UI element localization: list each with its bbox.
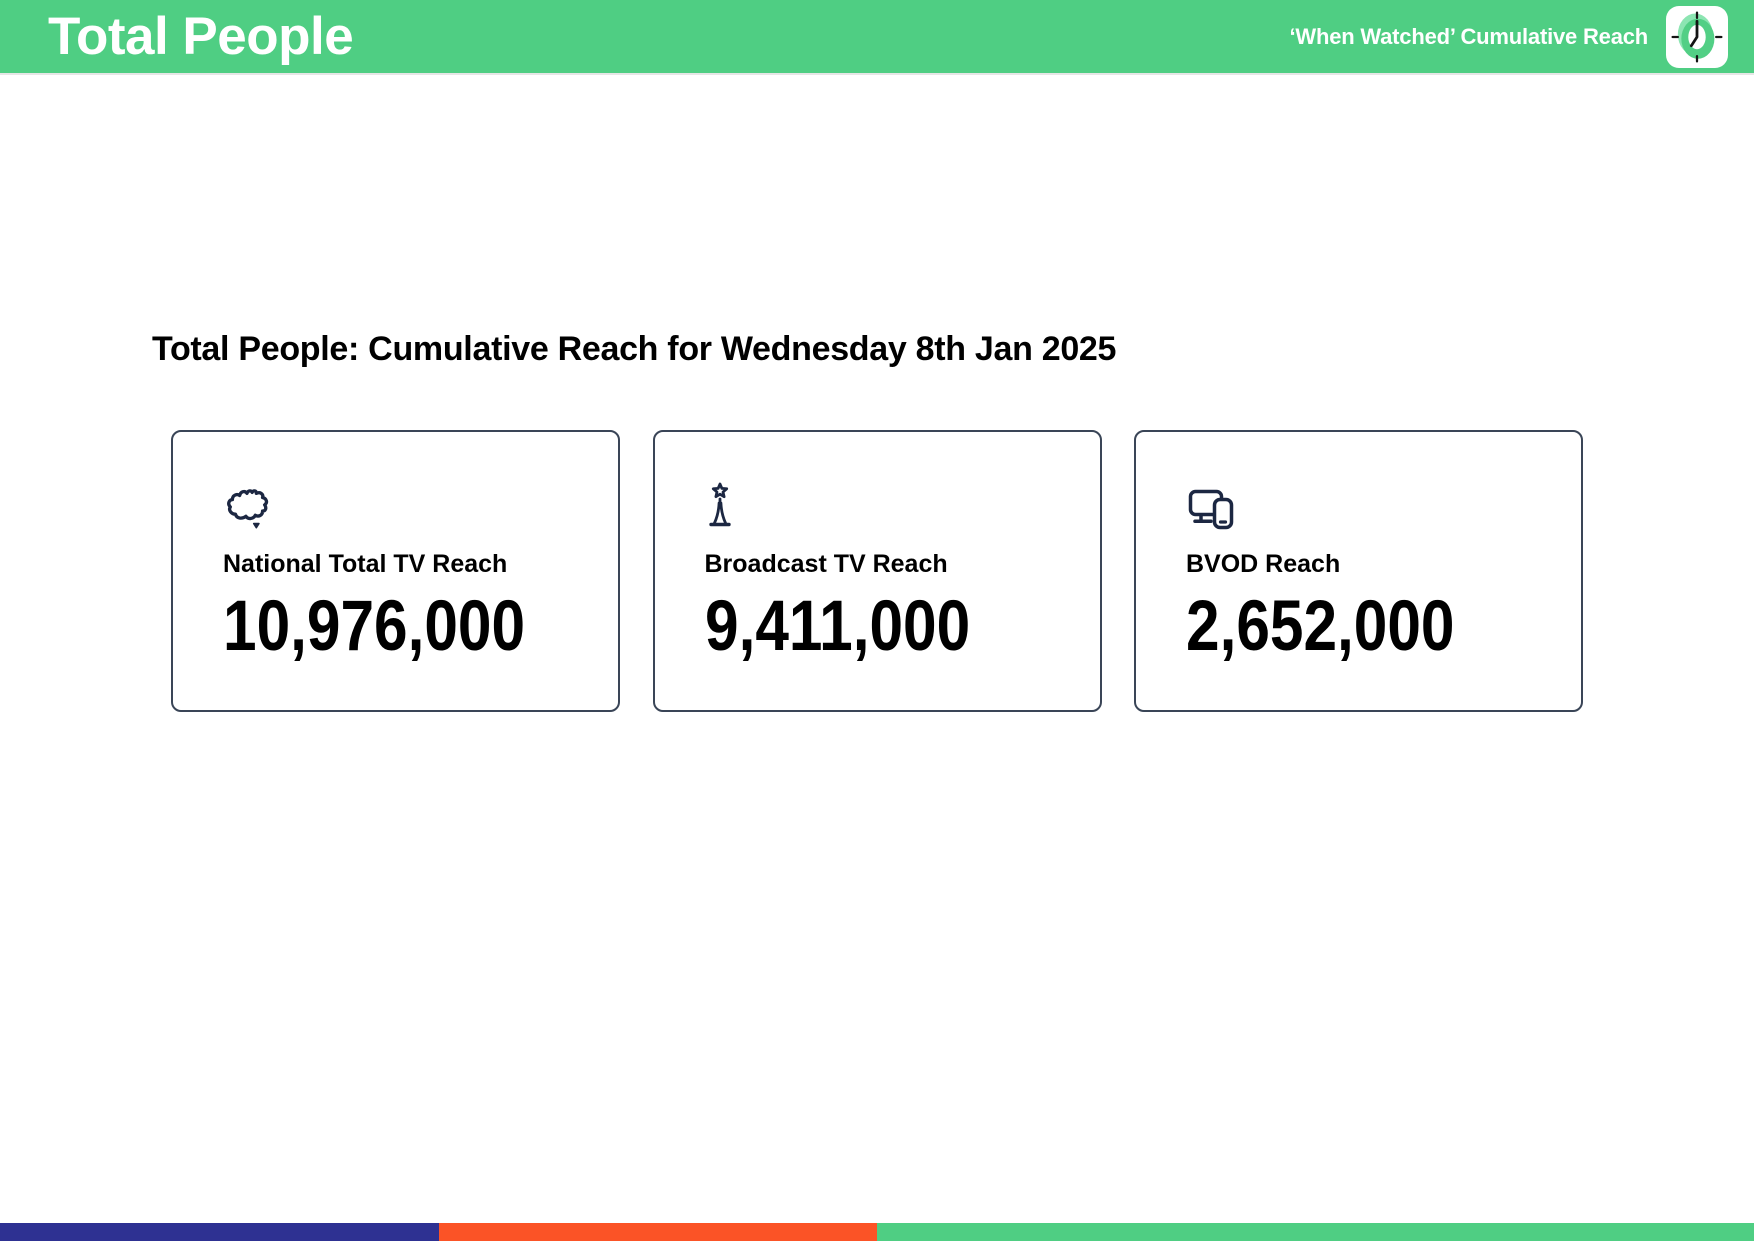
header-subtitle: ‘When Watched’ Cumulative Reach bbox=[1289, 23, 1649, 49]
australia-map-icon bbox=[223, 482, 598, 532]
metric-label: BVOD Reach bbox=[1186, 550, 1341, 578]
broadcast-tower-icon bbox=[705, 482, 1080, 532]
footer-segment-green bbox=[877, 1223, 1754, 1241]
metric-value: 2,652,000 bbox=[1186, 587, 1455, 666]
page-title: Total People: Cumulative Reach for Wedne… bbox=[152, 330, 1117, 368]
metric-label: National Total TV Reach bbox=[223, 550, 508, 578]
header-right: ‘When Watched’ Cumulative Reach bbox=[1289, 5, 1728, 68]
metric-value: 10,976,000 bbox=[223, 587, 526, 666]
metric-card-bvod: BVOD Reach 2,652,000 bbox=[1134, 430, 1583, 712]
clock-logo bbox=[1666, 5, 1728, 68]
devices-icon bbox=[1186, 482, 1561, 532]
clock-icon bbox=[1671, 10, 1723, 63]
app-title: Total People bbox=[48, 7, 354, 66]
metric-value: 9,411,000 bbox=[704, 587, 970, 666]
header-bar: Total People ‘When Watched’ Cumulative R… bbox=[0, 0, 1754, 75]
footer-stripe bbox=[0, 1223, 1754, 1241]
footer-segment-blue bbox=[0, 1223, 439, 1241]
metric-card-broadcast-tv: Broadcast TV Reach 9,411,000 bbox=[652, 430, 1102, 712]
footer-segment-orange bbox=[438, 1223, 877, 1241]
metric-card-national-total-tv: National Total TV Reach 10,976,000 bbox=[171, 430, 620, 712]
metric-label: Broadcast TV Reach bbox=[704, 550, 948, 578]
metric-cards: National Total TV Reach 10,976,000 Broad… bbox=[171, 430, 1583, 712]
